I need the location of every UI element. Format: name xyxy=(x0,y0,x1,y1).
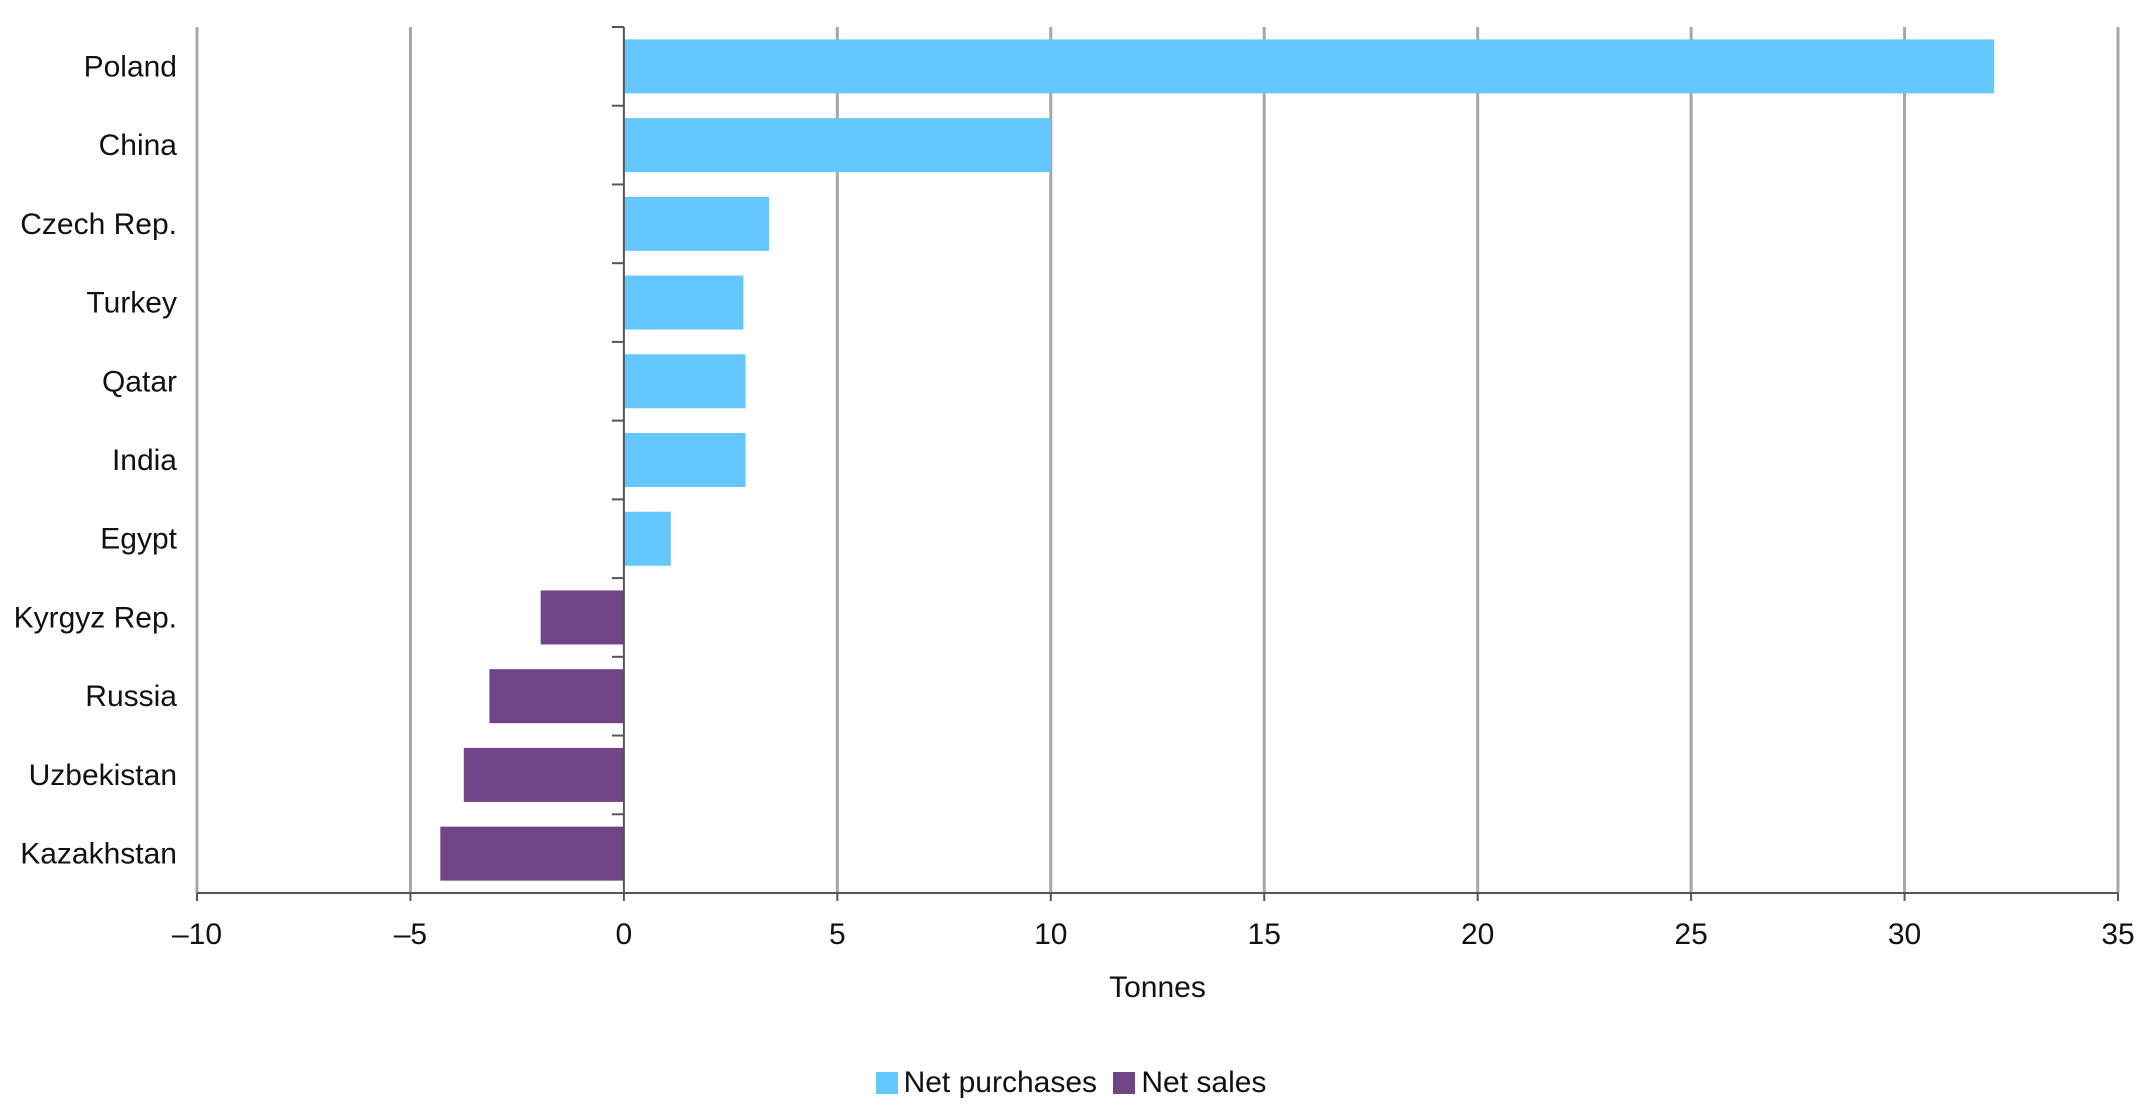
bar-egypt xyxy=(623,511,671,566)
legend-swatch-net-sales xyxy=(1113,1072,1136,1094)
x-axis-title: Tonnes xyxy=(1109,971,1206,1004)
x-tick-label: –5 xyxy=(394,918,427,951)
category-label: Uzbekistan xyxy=(29,759,177,792)
category-label: Qatar xyxy=(102,365,177,398)
bar-uzbekistan xyxy=(463,747,624,802)
x-tick-label: 10 xyxy=(1034,918,1067,951)
bar-china xyxy=(623,118,1051,173)
category-label: Czech Rep. xyxy=(20,208,177,241)
bar-russia xyxy=(489,669,624,724)
category-label: Poland xyxy=(84,50,177,83)
category-label: Kyrgyz Rep. xyxy=(14,601,177,634)
x-tick-label: –10 xyxy=(172,918,222,951)
category-labels: Poland China Czech Rep. Turkey Qatar India Egy… xyxy=(14,50,178,870)
legend: Net purchases Net sales xyxy=(0,1066,2142,1100)
legend-label-net-purchases: Net purchases xyxy=(903,1066,1098,1099)
x-tick-label: 20 xyxy=(1461,918,1494,951)
bars xyxy=(440,39,1995,881)
x-tick-label: 35 xyxy=(2101,918,2134,951)
x-tick-label: 5 xyxy=(829,918,846,951)
x-tick-label: 0 xyxy=(616,918,633,951)
legend-label-net-sales: Net sales xyxy=(1141,1066,1267,1099)
bar-kazakhstan xyxy=(440,826,624,881)
bar-poland xyxy=(623,39,1995,94)
category-label: Turkey xyxy=(86,287,177,320)
category-label: Kazakhstan xyxy=(20,838,177,871)
category-label: Egypt xyxy=(100,523,177,556)
legend-item-net-sales: Net sales xyxy=(1113,1066,1266,1100)
category-label: Russia xyxy=(85,680,177,713)
axes xyxy=(196,26,2119,901)
x-tick-label: 30 xyxy=(1888,918,1921,951)
tick-labels: –10 –5 0 5 10 15 20 25 30 35 xyxy=(172,918,2135,951)
x-tick-label: 15 xyxy=(1248,918,1281,951)
legend-swatch-net-purchases xyxy=(875,1072,898,1094)
bar-qatar xyxy=(623,354,746,409)
bar-czech-rep xyxy=(623,196,770,251)
bar-kyrgyz-rep xyxy=(540,590,624,645)
bar-turkey xyxy=(623,275,744,330)
legend-item-net-purchases: Net purchases xyxy=(875,1066,1098,1100)
bar-india xyxy=(623,433,746,487)
category-label: China xyxy=(99,129,178,162)
x-tick-label: 25 xyxy=(1674,918,1707,951)
category-label: India xyxy=(112,444,177,477)
